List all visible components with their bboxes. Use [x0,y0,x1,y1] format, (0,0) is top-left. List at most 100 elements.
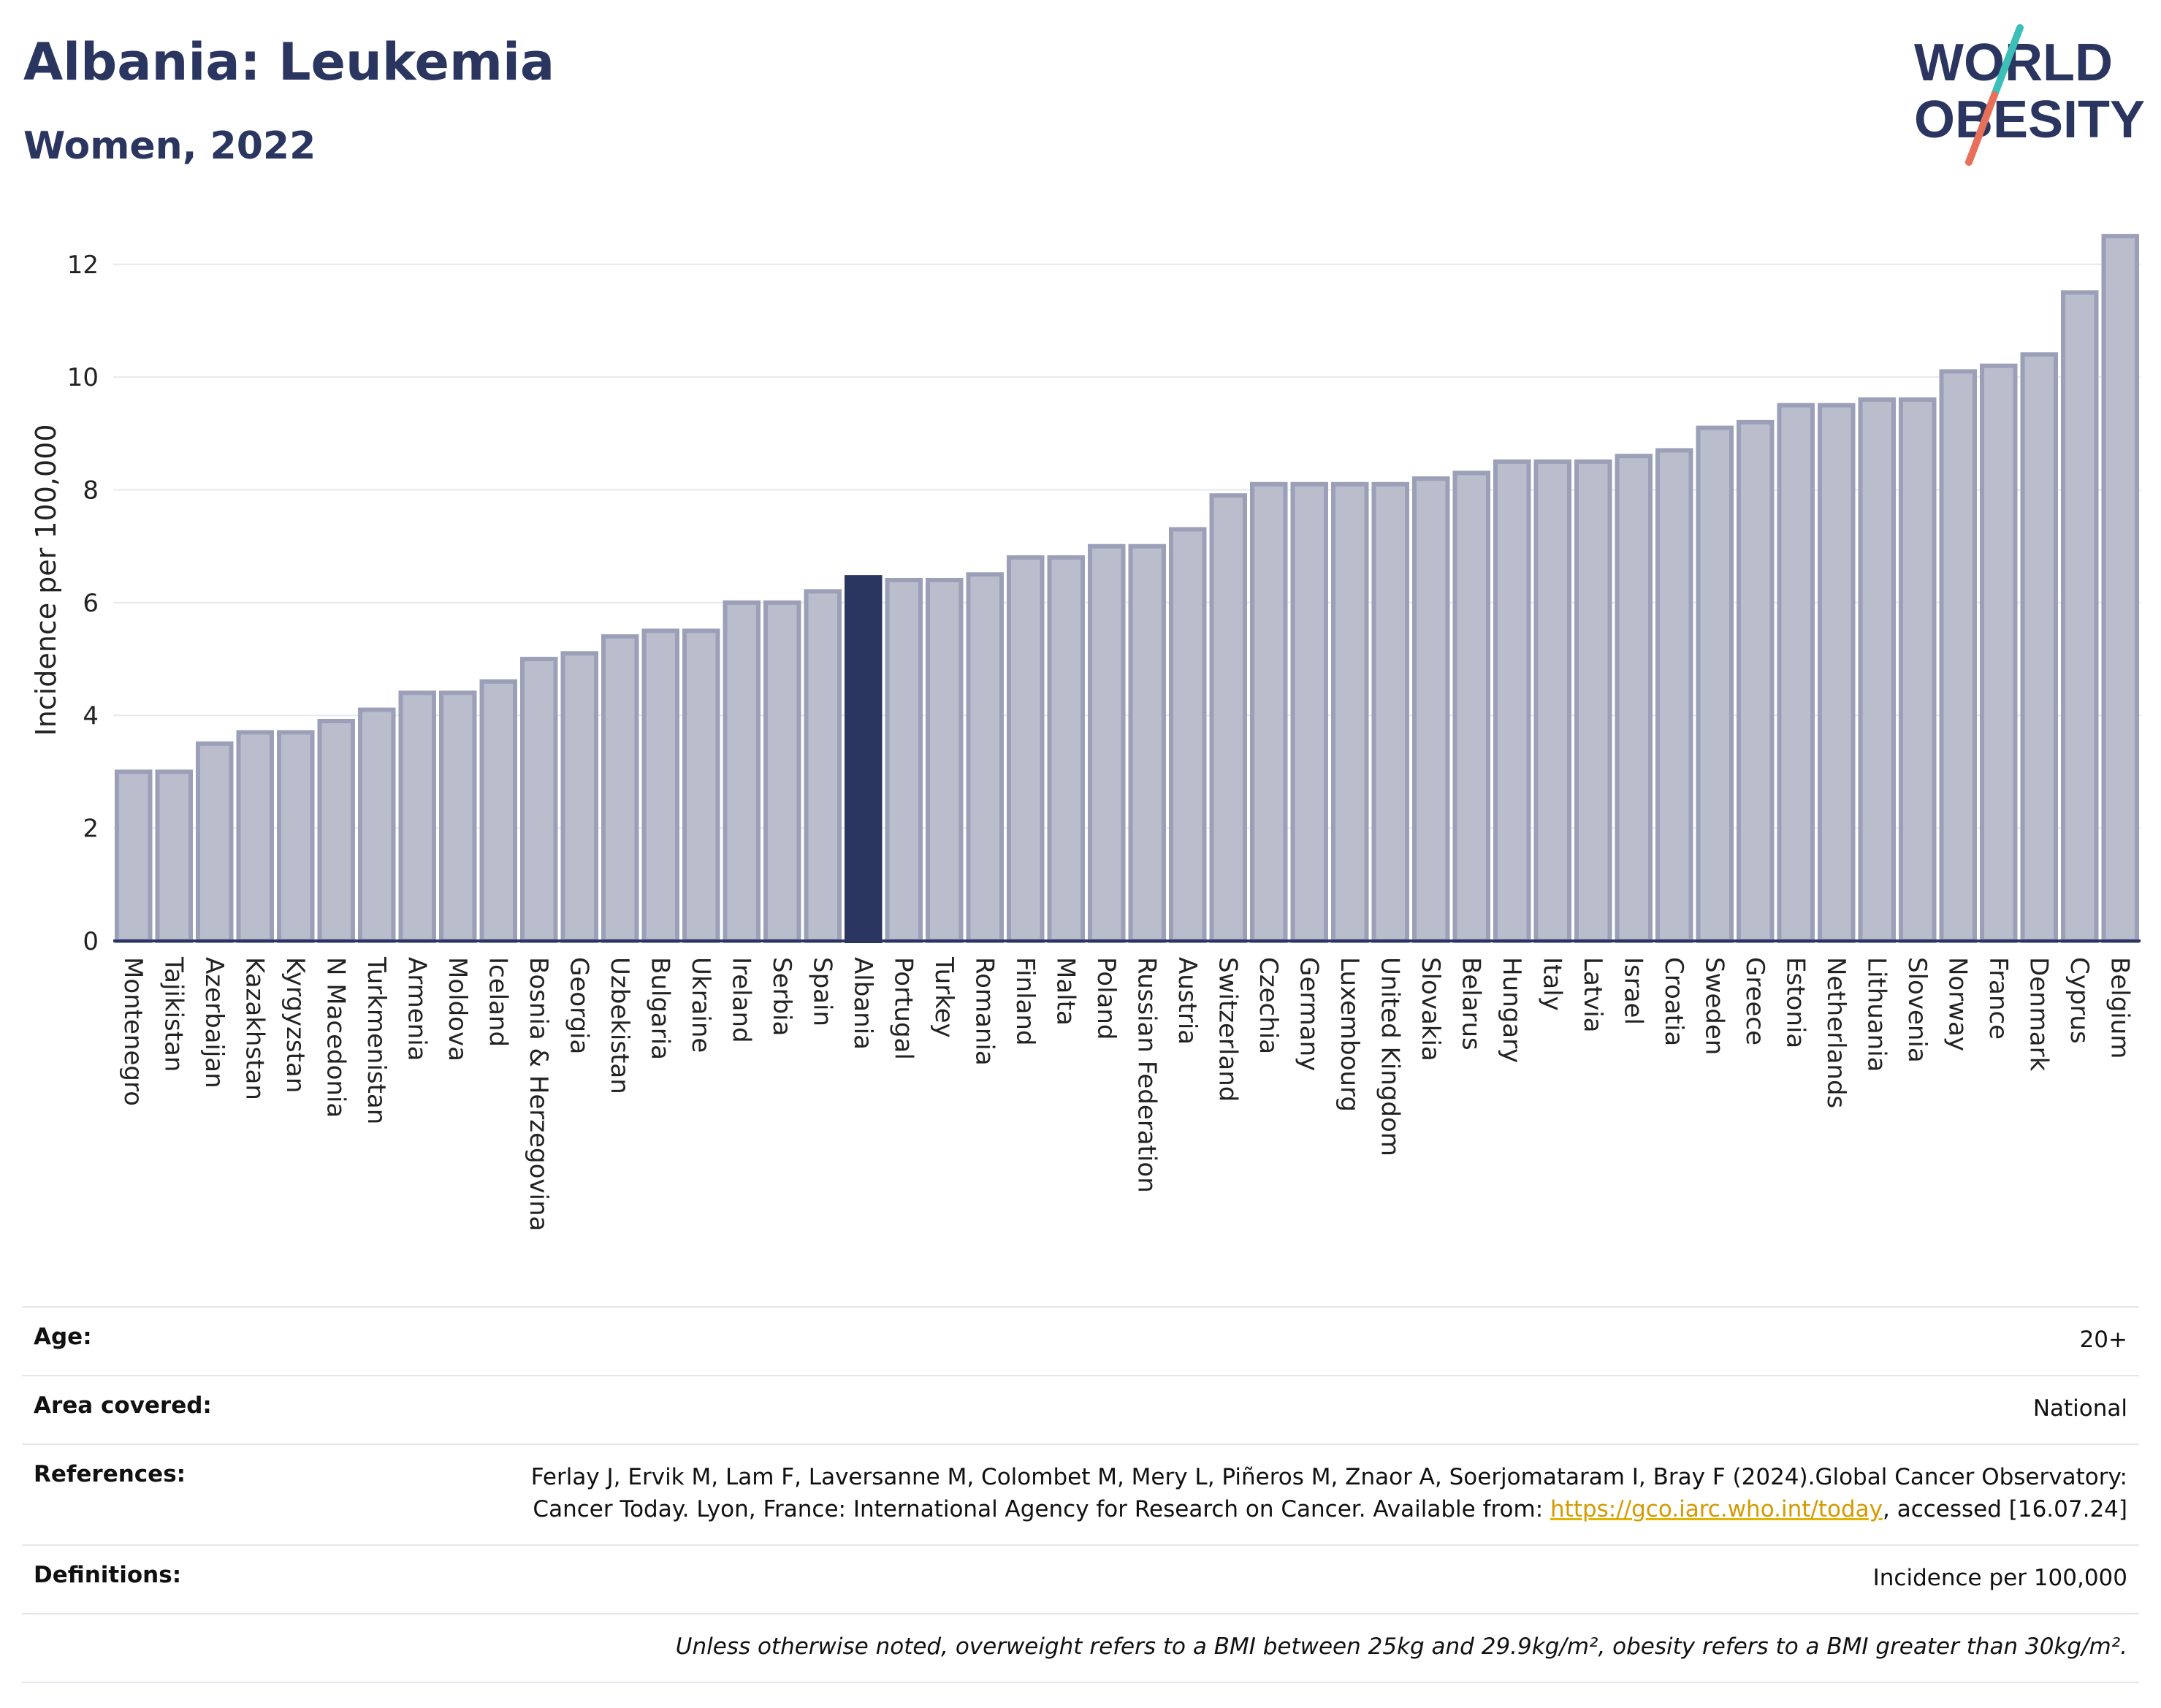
y-tick-label: 10 [67,363,99,392]
bar-armenia [398,690,437,943]
x-tick-label: Turkey [929,956,958,1038]
x-tick-label: Serbia [767,957,796,1036]
y-tick-label: 2 [83,815,99,844]
bar-moldova [438,690,477,943]
x-tick-label: Lithuania [1861,957,1891,1072]
bar-iceland [479,679,518,943]
x-tick-label: Czechia [1254,957,1283,1054]
info-row-note: Unless otherwise noted, overweight refer… [22,1613,2139,1683]
references-label: References: [34,1461,186,1487]
bar-albania [844,575,883,943]
bar-portugal [885,578,923,943]
bar-n-macedonia [317,718,356,943]
x-tick-label: Netherlands [1821,957,1851,1108]
bar-tajikistan [155,769,194,943]
info-row-age: Age: 20+ [22,1306,2139,1375]
bar-uzbekistan [601,634,639,943]
bar-italy [1533,459,1572,943]
bar-norway [1939,369,1978,943]
bar-slovenia [1898,397,1937,943]
definitions-label: Definitions: [34,1562,182,1588]
x-tick-label: France [1983,957,2013,1040]
y-tick-label: 8 [83,476,99,506]
x-tick-label: Slovakia [1416,957,1445,1061]
bar-greece [1736,419,1775,943]
bar-switzerland [1209,493,1248,943]
bar-czechia [1249,481,1288,943]
x-tick-label: Poland [1091,957,1121,1040]
references-link[interactable]: https://gco.iarc.who.int/today [1550,1496,1883,1522]
x-tick-label: Uzbekistan [605,957,634,1094]
x-tick-label: Switzerland [1213,957,1242,1102]
x-tick-label: Kyrgyzstan [281,957,310,1093]
bar-ukraine [682,628,720,943]
bar-israel [1615,454,1653,943]
x-tick-label: Austria [1173,957,1202,1045]
bar-slovakia [1411,476,1450,943]
y-axis-ticks: 0 2 4 6 8 10 12 [67,251,99,956]
x-tick-label: Latvia [1578,957,1607,1033]
info-row-references: References: Ferlay J, Ervik M, Lam F, La… [22,1444,2139,1544]
bar-bulgaria [641,628,680,943]
x-tick-label: N Macedonia [321,957,350,1118]
x-tick-label: Israel [1618,957,1647,1025]
bar-cyprus [2060,290,2099,943]
logo-slash-top [1991,24,2024,99]
bar-denmark [2020,352,2059,943]
x-tick-label: Luxembourg [1335,957,1364,1112]
x-tick-label: Montenegro [118,957,148,1106]
references-text-1: Ferlay J, Ervik M, Lam F, Laversanne M, … [530,1464,2127,1522]
area-label: Area covered: [34,1392,212,1419]
x-tick-label: Bosnia & Herzegovina [524,957,553,1231]
x-tick-label: Romania [969,957,999,1066]
x-tick-label: Cyprus [2065,957,2094,1044]
bar-germany [1290,481,1329,943]
y-axis-label: Incidence per 100,000 [30,424,62,736]
x-tick-label: Kazakhstan [240,957,269,1100]
x-tick-label: Turkmenistan [362,956,391,1124]
info-table: Age: 20+ Area covered: National Referenc… [22,1306,2139,1683]
x-tick-label: Bulgaria [645,957,674,1060]
x-tick-label: Moldova [443,957,472,1061]
bar-sweden [1696,425,1734,943]
bar-kazakhstan [236,730,275,943]
definitions-value: Incidence per 100,000 [1872,1565,2127,1591]
chart-subtitle: Women, 2022 [23,124,316,168]
x-tick-label: Sweden [1699,957,1729,1055]
bar-hungary [1493,459,1531,943]
x-tick-label: Denmark [2024,957,2053,1072]
bar-malta [1047,555,1086,943]
bar-kyrgyzstan [276,730,315,943]
bar-finland [1006,555,1045,943]
x-tick-label: Iceland [483,957,512,1047]
x-tick-label: Hungary [1497,957,1526,1063]
x-tick-label: Ireland [726,957,755,1043]
bar-russian-federation [1128,544,1167,943]
x-tick-label: Russian Federation [1132,957,1161,1193]
bar-ireland [723,600,761,943]
x-tick-label: Estonia [1780,957,1810,1048]
x-tick-label: United Kingdom [1375,957,1404,1156]
x-axis-ticks: Montenegro Tajikistan Azerbaijan Kazakhstan… [118,956,2135,1231]
logo-slash-bottom [1965,91,1998,166]
bars [114,234,2140,943]
age-label: Age: [34,1324,92,1350]
bar-turkey [925,578,964,943]
bar-france [1979,363,2018,943]
bar-poland [1087,544,1126,943]
bar-montenegro [114,769,153,943]
info-row-definitions: Definitions: Incidence per 100,000 [22,1544,2139,1613]
x-tick-label: Croatia [1659,957,1688,1046]
x-tick-label: Tajikistan [159,956,188,1072]
y-tick-label: 0 [83,927,99,956]
age-value: 20+ [2079,1327,2127,1353]
y-tick-label: 12 [67,251,99,280]
bar-spain [804,589,842,943]
x-tick-label: Albania [848,957,877,1050]
bar-belarus [1452,470,1491,943]
x-tick-label: Ukraine [686,957,715,1053]
bar-estonia [1777,403,1815,943]
x-tick-label: Malta [1051,957,1080,1026]
bar-bosnia-herzegovina [519,657,558,943]
x-tick-label: Norway [1943,957,1972,1051]
